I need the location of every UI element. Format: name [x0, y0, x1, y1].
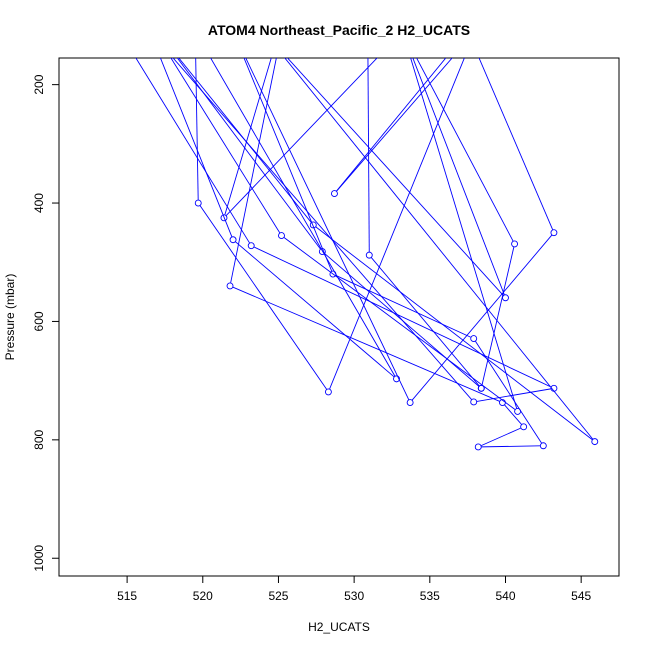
data-point — [474, 443, 482, 451]
data-point — [550, 384, 558, 392]
series-segment — [232, 286, 500, 402]
data-point — [324, 388, 332, 396]
series-segment — [283, 237, 516, 410]
series-segment — [243, 58, 333, 272]
series-segment — [230, 58, 277, 283]
series-segment — [481, 445, 541, 448]
data-point — [151, 28, 157, 34]
y-tick-label: 600 — [32, 311, 46, 331]
data-point — [470, 398, 478, 406]
data-point — [514, 407, 522, 415]
data-point — [539, 442, 547, 450]
series-segment — [412, 58, 505, 295]
data-point — [331, 190, 338, 198]
series-segment — [416, 58, 514, 242]
series-layer — [117, 0, 599, 451]
data-point — [477, 384, 485, 392]
series-segment — [480, 427, 521, 447]
series-segment — [235, 241, 395, 378]
data-point — [502, 294, 509, 302]
data-point — [194, 199, 202, 207]
series-segment — [478, 58, 554, 230]
data-point — [550, 229, 558, 237]
series-segment — [170, 58, 281, 234]
series-segment — [410, 58, 518, 409]
series-segment — [178, 58, 312, 223]
x-tick-label: 540 — [495, 589, 515, 603]
series-segment — [225, 58, 378, 216]
y-tick-label: 800 — [32, 430, 46, 450]
data-point — [365, 251, 373, 259]
data-point — [147, 28, 153, 34]
data-point — [520, 423, 528, 431]
series-segment — [411, 234, 553, 401]
data-point — [278, 232, 285, 240]
y-axis: 200 400 600 800 1000 — [32, 74, 60, 572]
data-point — [192, 28, 198, 34]
series-segment — [476, 388, 551, 402]
data-point — [406, 399, 414, 406]
data-point — [220, 214, 228, 222]
series-segment — [315, 226, 593, 441]
plot-frame — [58, 57, 620, 577]
y-tick-label: 200 — [32, 74, 46, 94]
x-tick-label: 530 — [344, 589, 364, 603]
series-segment — [224, 58, 272, 215]
series-segment — [135, 58, 250, 244]
x-axis: 515 520 525 530 535 540 545 — [117, 575, 591, 603]
y-axis-label: Pressure (mbar) — [3, 274, 17, 361]
series-segment — [159, 58, 233, 237]
series-segment — [335, 275, 471, 338]
series-segment — [504, 404, 522, 425]
data-point — [285, 0, 291, 6]
x-tick-label: 520 — [193, 589, 213, 603]
data-point — [226, 282, 234, 290]
series-segment — [210, 58, 396, 377]
x-tick-label: 525 — [268, 589, 288, 603]
series-segment — [336, 58, 453, 192]
data-point — [247, 242, 255, 250]
series-segment — [195, 58, 199, 200]
data-point — [309, 221, 317, 229]
data-point — [318, 248, 326, 256]
data-point — [229, 236, 237, 244]
series-segment — [367, 58, 370, 252]
series-segment — [176, 58, 321, 250]
data-point — [511, 240, 519, 248]
data-point — [329, 270, 337, 278]
series-segment — [324, 253, 480, 387]
series-segment — [329, 58, 465, 390]
x-tick-label: 545 — [571, 589, 591, 603]
data-point — [470, 335, 478, 343]
chart-title: ATOM4 Northeast_Pacific_2 H2_UCATS — [208, 22, 470, 38]
x-tick-label: 515 — [117, 589, 137, 603]
series-segment — [286, 58, 504, 296]
series-segment — [284, 58, 594, 440]
data-point — [117, 28, 123, 34]
data-point — [591, 438, 599, 446]
data-point — [472, 28, 478, 34]
y-tick-label: 400 — [32, 193, 46, 213]
data-point — [499, 399, 506, 406]
data-point — [393, 375, 400, 383]
series-segment — [370, 257, 480, 387]
series-segment — [199, 205, 327, 390]
series-segment — [336, 58, 447, 192]
x-tick-label: 535 — [420, 589, 440, 603]
data-point — [154, 28, 160, 34]
series-segment — [481, 246, 515, 386]
y-tick-label: 1000 — [32, 545, 46, 572]
x-axis-label: H2_UCATS — [308, 620, 370, 634]
series-segment — [253, 246, 552, 388]
series-segment — [245, 58, 410, 400]
